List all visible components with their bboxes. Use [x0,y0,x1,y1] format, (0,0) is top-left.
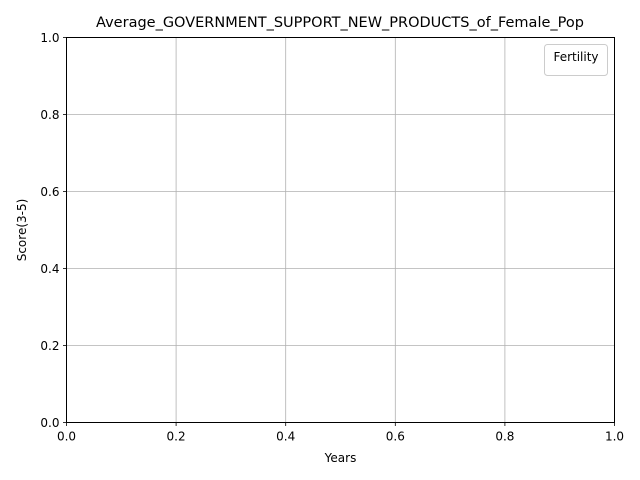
x-tick-label: 0.0 [57,430,76,444]
plot-frame [66,37,615,423]
legend-title: Fertility [553,50,598,64]
y-tick-label: 0.8 [40,108,59,122]
legend-frame [544,44,608,76]
x-axis-label: Years [324,451,357,465]
y-axis-label: Score(3-5) [15,199,29,262]
x-tick-label: 1.0 [605,430,624,444]
y-tick-label: 0.0 [40,416,59,430]
x-tick-label: 0.2 [167,430,186,444]
chart-title: Average_GOVERNMENT_SUPPORT_NEW_PRODUCTS_… [96,15,584,31]
y-tick-label: 1.0 [40,31,59,45]
legend: Fertility [544,44,608,76]
y-tick-label: 0.4 [40,262,59,276]
x-tick-label: 0.8 [495,430,514,444]
y-axis: 0.0 0.2 0.4 0.6 0.8 1.0 [40,31,67,430]
grid [66,37,615,423]
x-tick-label: 0.4 [276,430,295,444]
x-tick-label: 0.6 [386,430,405,444]
x-axis: 0.0 0.2 0.4 0.6 0.8 1.0 [57,422,624,444]
y-tick-label: 0.2 [40,339,59,353]
y-tick-label: 0.6 [40,185,59,199]
